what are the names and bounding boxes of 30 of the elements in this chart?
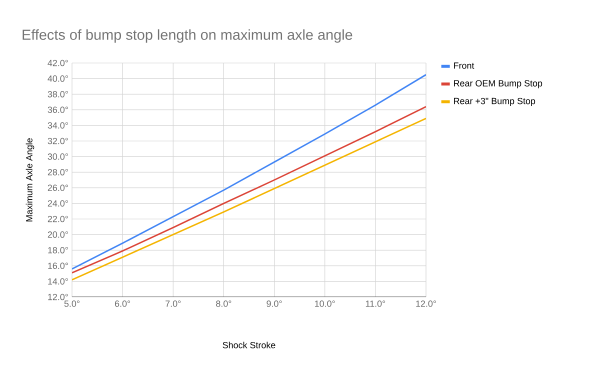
y-tick-label: 20.0° [48, 231, 68, 238]
legend-label: Rear OEM Bump Stop [454, 80, 542, 88]
legend-label: Rear +3" Bump Stop [454, 98, 536, 106]
y-axis-title: Maximum Axle Angle [26, 138, 34, 222]
x-tick-label: 8.0° [216, 300, 232, 307]
x-tick-label: 9.0° [266, 300, 282, 307]
chart-title: Effects of bump stop length on maximum axle angle [22, 29, 352, 43]
x-tick-label: 7.0° [166, 300, 181, 307]
x-axis-title: Shock Stroke [222, 342, 276, 348]
y-tick-label: 24.0° [48, 200, 68, 207]
y-tick-label: 30.0° [48, 153, 68, 160]
x-tick-label: 12.0° [416, 300, 436, 307]
x-tick-label: 11.0° [366, 300, 386, 307]
y-tick-label: 26.0° [48, 184, 68, 191]
y-tick-label: 12.0° [48, 294, 68, 300]
y-tick-label: 40.0° [48, 75, 68, 82]
y-tick-label: 36.0° [48, 106, 68, 113]
y-tick-label: 18.0° [48, 247, 68, 254]
y-tick-label: 14.0° [48, 278, 68, 285]
y-tick-label: 16.0° [48, 262, 68, 269]
y-tick-label: 32.0° [48, 138, 68, 144]
y-tick-label: 38.0° [48, 91, 68, 98]
y-tick-label: 28.0° [48, 169, 68, 176]
legend-label: Front [454, 62, 474, 69]
y-tick-label: 42.0° [48, 60, 68, 66]
x-tick-label: 10.0° [315, 300, 335, 307]
y-tick-label: 22.0° [48, 216, 68, 222]
y-tick-label: 34.0° [48, 122, 68, 129]
x-tick-label: 5.0° [64, 300, 80, 307]
x-tick-label: 6.0° [115, 300, 130, 307]
